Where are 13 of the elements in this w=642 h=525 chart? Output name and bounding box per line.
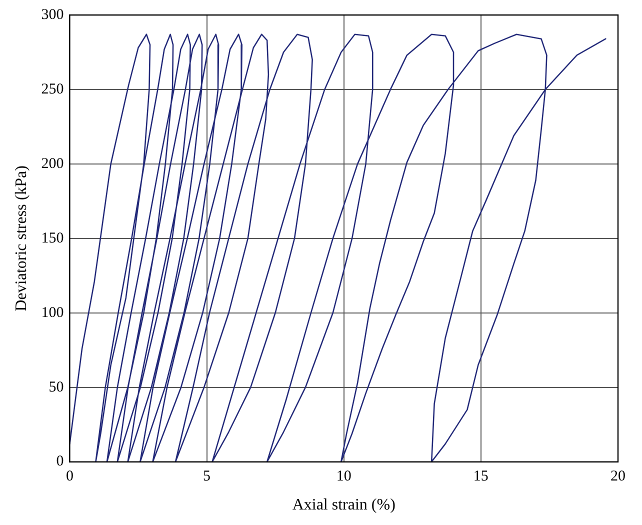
x-tick-label: 10	[336, 468, 352, 485]
x-tick-label: 20	[610, 468, 626, 485]
y-tick-label: 300	[41, 6, 64, 23]
y-tick-label: 250	[41, 81, 64, 98]
x-axis-title: Axial strain (%)	[292, 496, 396, 514]
y-tick-label: 100	[41, 304, 64, 321]
y-tick-label: 200	[41, 156, 64, 172]
y-tick-label: 50	[48, 379, 64, 396]
x-tick-label: 5	[203, 468, 211, 485]
y-axis-title: Deviatoric stress (kPa)	[12, 166, 30, 312]
y-tick-label: 150	[41, 230, 64, 246]
x-tick-label: 15	[473, 468, 488, 485]
y-tick-label: 0	[56, 454, 64, 470]
